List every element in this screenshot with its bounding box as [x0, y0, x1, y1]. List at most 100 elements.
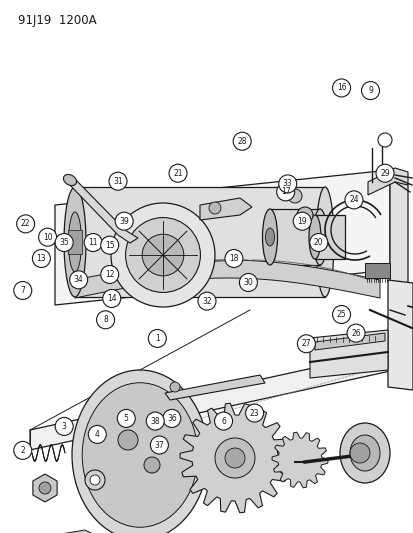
- Circle shape: [102, 289, 121, 308]
- Circle shape: [88, 425, 106, 443]
- Polygon shape: [314, 215, 344, 259]
- Text: 36: 36: [166, 414, 176, 423]
- Text: 17: 17: [280, 188, 290, 196]
- Text: 35: 35: [59, 238, 69, 247]
- Circle shape: [224, 249, 242, 268]
- Ellipse shape: [312, 209, 326, 265]
- Circle shape: [169, 164, 187, 182]
- Circle shape: [214, 412, 232, 430]
- Polygon shape: [364, 263, 389, 278]
- Polygon shape: [180, 403, 289, 513]
- Text: 16: 16: [336, 84, 346, 92]
- Polygon shape: [55, 530, 95, 533]
- Text: 19: 19: [297, 217, 306, 225]
- Text: 12: 12: [105, 270, 114, 279]
- Ellipse shape: [63, 174, 76, 185]
- Text: 27: 27: [301, 340, 311, 348]
- Polygon shape: [75, 187, 324, 297]
- Text: 22: 22: [21, 220, 30, 228]
- Circle shape: [38, 228, 57, 246]
- Circle shape: [278, 175, 296, 193]
- Text: 4: 4: [95, 430, 100, 439]
- Ellipse shape: [68, 212, 81, 272]
- Polygon shape: [389, 170, 407, 295]
- Ellipse shape: [64, 187, 86, 297]
- Text: 15: 15: [104, 241, 114, 249]
- Polygon shape: [367, 168, 407, 195]
- Circle shape: [84, 233, 102, 252]
- Text: 34: 34: [74, 276, 83, 284]
- Circle shape: [142, 234, 183, 276]
- Polygon shape: [165, 375, 264, 400]
- Polygon shape: [269, 209, 319, 265]
- Text: 11: 11: [88, 238, 97, 247]
- Circle shape: [375, 164, 393, 182]
- Circle shape: [150, 436, 168, 454]
- Circle shape: [377, 133, 391, 147]
- Circle shape: [69, 271, 88, 289]
- Circle shape: [276, 183, 294, 201]
- Text: 31: 31: [113, 177, 123, 185]
- Text: 37: 37: [154, 441, 164, 449]
- Text: 26: 26: [350, 329, 360, 337]
- Text: 7: 7: [20, 286, 25, 295]
- Polygon shape: [68, 177, 138, 243]
- Circle shape: [148, 329, 166, 348]
- Polygon shape: [271, 432, 327, 488]
- Text: 20: 20: [313, 238, 323, 247]
- Ellipse shape: [265, 228, 274, 246]
- Circle shape: [239, 273, 257, 292]
- Circle shape: [346, 324, 364, 342]
- Ellipse shape: [339, 423, 389, 483]
- Ellipse shape: [72, 370, 207, 533]
- Circle shape: [96, 311, 114, 329]
- Circle shape: [170, 382, 180, 392]
- Circle shape: [349, 443, 369, 463]
- Polygon shape: [30, 350, 394, 450]
- Polygon shape: [309, 330, 387, 378]
- Circle shape: [117, 409, 135, 427]
- Polygon shape: [33, 474, 57, 502]
- Polygon shape: [55, 170, 389, 305]
- Text: 1: 1: [154, 334, 159, 343]
- Text: 23: 23: [249, 409, 259, 417]
- Circle shape: [332, 305, 350, 324]
- Ellipse shape: [262, 209, 277, 265]
- Circle shape: [55, 417, 73, 435]
- Circle shape: [125, 217, 200, 293]
- Polygon shape: [199, 198, 252, 220]
- Text: 2: 2: [20, 446, 25, 455]
- Circle shape: [287, 189, 301, 203]
- Circle shape: [118, 430, 138, 450]
- Text: 39: 39: [119, 217, 129, 225]
- Circle shape: [14, 441, 32, 459]
- Circle shape: [90, 475, 100, 485]
- Circle shape: [144, 457, 159, 473]
- Circle shape: [332, 79, 350, 97]
- Text: 13: 13: [36, 254, 46, 263]
- Text: 21: 21: [173, 169, 182, 177]
- Text: 33: 33: [282, 180, 292, 188]
- Circle shape: [100, 265, 119, 284]
- Text: 24: 24: [348, 196, 358, 204]
- Text: 29: 29: [379, 169, 389, 177]
- Text: 10: 10: [43, 233, 52, 241]
- Text: 91J19  1200A: 91J19 1200A: [18, 14, 96, 27]
- Circle shape: [32, 249, 50, 268]
- Circle shape: [344, 191, 362, 209]
- Circle shape: [214, 438, 254, 478]
- Text: 25: 25: [336, 310, 346, 319]
- Text: 38: 38: [150, 417, 160, 425]
- Text: 28: 28: [237, 137, 246, 146]
- Circle shape: [361, 82, 379, 100]
- Circle shape: [224, 448, 244, 468]
- Circle shape: [245, 404, 263, 422]
- Ellipse shape: [315, 187, 333, 297]
- Circle shape: [146, 412, 164, 430]
- Text: 32: 32: [202, 297, 211, 305]
- Circle shape: [297, 335, 315, 353]
- Ellipse shape: [349, 435, 379, 471]
- Polygon shape: [68, 230, 82, 254]
- Circle shape: [39, 482, 51, 494]
- Polygon shape: [387, 280, 412, 390]
